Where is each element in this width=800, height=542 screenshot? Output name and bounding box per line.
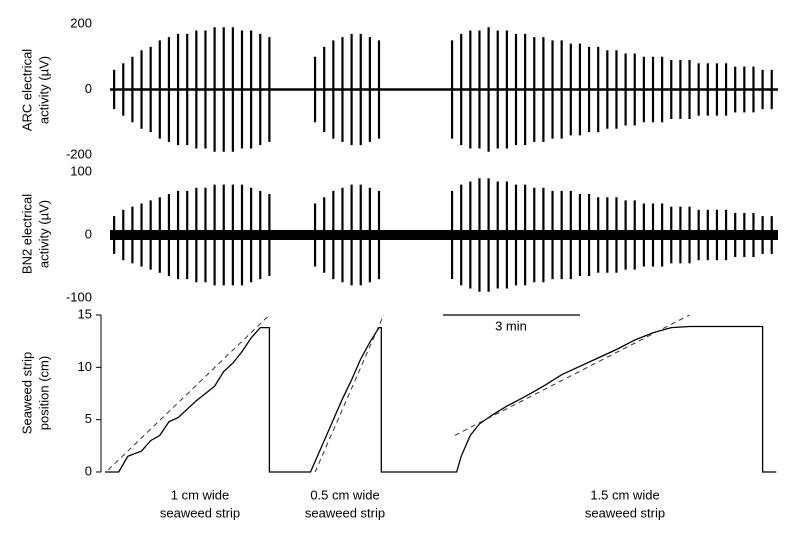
y-tick-label: 5 bbox=[85, 411, 92, 426]
y-axis-label: activity (µV) bbox=[36, 200, 51, 268]
strip-label: seaweed strip bbox=[585, 505, 665, 520]
y-axis-label: position (cm) bbox=[36, 356, 51, 430]
y-axis-label: ARC electrical bbox=[19, 49, 34, 131]
y-tick-label: 15 bbox=[78, 306, 92, 321]
strip-label: 1.5 cm wide bbox=[590, 487, 659, 502]
fit-line bbox=[107, 314, 270, 471]
fit-line bbox=[314, 314, 385, 473]
y-tick-label: 100 bbox=[70, 163, 92, 178]
y-tick-label: -200 bbox=[66, 146, 92, 161]
strip-label: seaweed strip bbox=[160, 505, 240, 520]
y-tick-label: 0 bbox=[85, 463, 92, 478]
strip-label: 1 cm wide bbox=[171, 487, 230, 502]
y-tick-label: 10 bbox=[78, 359, 92, 374]
y-axis-label: activity (µV) bbox=[36, 56, 51, 124]
y-axis-label: Seaweed strip bbox=[19, 352, 34, 434]
y-tick-label: -100 bbox=[66, 289, 92, 304]
fit-line bbox=[454, 314, 690, 436]
scale-bar-label: 3 min bbox=[495, 318, 527, 333]
position-trace bbox=[105, 325, 777, 473]
strip-label: seaweed strip bbox=[305, 505, 385, 520]
strip-label: 0.5 cm wide bbox=[310, 487, 379, 502]
y-tick-label: 0 bbox=[85, 226, 92, 241]
y-axis-label: BN2 electrical bbox=[19, 194, 34, 274]
y-tick-label: 200 bbox=[70, 15, 92, 30]
y-tick-label: 0 bbox=[85, 81, 92, 96]
